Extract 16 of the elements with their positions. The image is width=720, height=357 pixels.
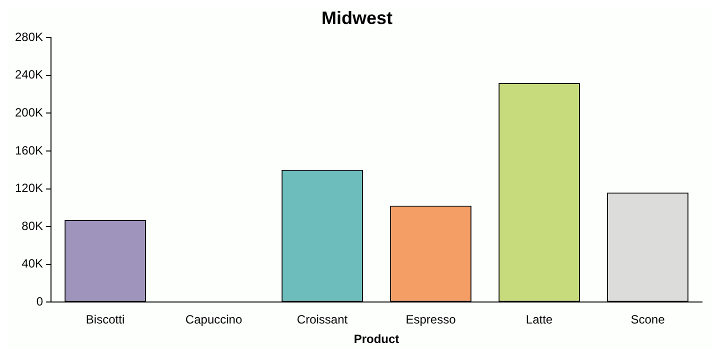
y-tick-label: 160K [14, 143, 44, 158]
x-axis-title: Product [354, 332, 400, 346]
x-tick-label: Croissant [296, 312, 348, 327]
x-tick-label: Latte [526, 312, 553, 327]
x-tick-label: Espresso [406, 312, 456, 327]
y-tick-label: 40K [22, 256, 44, 271]
x-tick-label: Capuccino [185, 312, 242, 327]
chart-title: Midwest [321, 8, 393, 28]
x-tick-label: Scone [630, 312, 666, 327]
y-tick-label: 80K [22, 218, 44, 233]
x-tick-label: Biscotti [86, 312, 125, 327]
y-tick-label: 280K [14, 30, 44, 44]
y-tick-label: 120K [14, 181, 44, 196]
y-tick-label: 240K [14, 68, 44, 82]
y-tick-label: 200K [14, 106, 44, 120]
y-tick-label: 0 [36, 294, 44, 309]
